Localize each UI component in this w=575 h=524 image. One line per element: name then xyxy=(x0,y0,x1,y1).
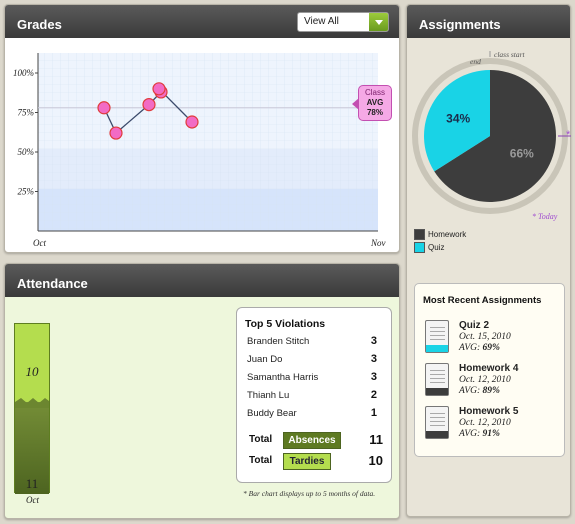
document-icon xyxy=(425,363,449,396)
tardies-bar-segment xyxy=(15,324,49,402)
assignment-avg-label: AVG: xyxy=(459,343,481,353)
grades-filter-value: View All xyxy=(304,16,339,27)
assignment-date: Oct. 12, 2010 xyxy=(459,418,511,428)
legend-swatch xyxy=(414,229,425,240)
violations-title: Top 5 Violations xyxy=(245,318,326,330)
legend-item: Homework xyxy=(414,229,534,241)
grades-chart: 100% 75% 50% 25% xyxy=(13,53,378,232)
bar-top-value: 10 xyxy=(25,364,39,379)
grades-header: Grades View All xyxy=(5,5,399,38)
recent-assignment-item[interactable]: Quiz 2 Oct. 15, 2010 AVG: 69% xyxy=(425,320,560,360)
y-tick-label: 75% xyxy=(18,108,35,118)
class-avg-value: 78% xyxy=(366,108,383,117)
assignments-title: Assignments xyxy=(419,17,501,32)
violations-box: Top 5 Violations Branden Stitch 3 Juan Do 3… xyxy=(236,307,392,483)
recent-assignment-item[interactable]: Homework 5 Oct. 12, 2010 AVG: 91% xyxy=(425,406,560,446)
legend-swatch xyxy=(414,242,425,253)
attendance-header: Attendance xyxy=(5,264,399,297)
homework-slice[interactable] xyxy=(434,70,556,203)
class-avg-line1: Class xyxy=(364,88,385,97)
recent-assignment-item[interactable]: Homework 4 Oct. 12, 2010 AVG: 89% xyxy=(425,363,560,403)
tardies-tag: Tardies xyxy=(283,453,331,470)
assignment-avg: AVG: 69% xyxy=(459,343,500,353)
violation-count: 2 xyxy=(370,389,377,401)
grade-point[interactable] xyxy=(109,126,123,140)
bar-bottom-value: 11 xyxy=(25,476,39,491)
document-icon xyxy=(425,406,449,439)
x-label-start: Oct xyxy=(33,238,46,248)
bar-month-label: Oct xyxy=(26,495,39,505)
violation-name: Thianh Lu xyxy=(247,390,290,401)
chevron-down-icon[interactable] xyxy=(369,13,388,31)
attendance-title: Attendance xyxy=(17,276,88,291)
grade-point[interactable] xyxy=(152,82,166,96)
legend-label: Homework xyxy=(428,230,467,239)
assignment-avg-value: 91% xyxy=(482,429,500,439)
assignment-avg-value: 69% xyxy=(482,343,500,353)
assignment-avg: AVG: 91% xyxy=(459,429,500,439)
assignment-title: Homework 5 xyxy=(459,406,519,417)
class-avg-badge: Class AVG 78% xyxy=(352,85,392,121)
y-tick-label: 100% xyxy=(13,68,34,78)
legend-label: Quiz xyxy=(428,243,445,252)
attendance-bar[interactable]: 10 11 xyxy=(14,323,50,494)
bar-zigzag xyxy=(15,398,49,408)
absences-bar-segment xyxy=(15,402,49,494)
grade-point[interactable] xyxy=(97,101,111,115)
homework-slice-label: 66% xyxy=(510,146,534,160)
today-marker-icon: * xyxy=(566,129,571,141)
y-tick-label: 50% xyxy=(18,147,35,157)
violation-count: 1 xyxy=(370,407,377,419)
assignment-avg-label: AVG: xyxy=(459,429,481,439)
assignment-date: Oct. 15, 2010 xyxy=(459,332,511,342)
grade-point[interactable] xyxy=(142,97,156,112)
total-label: Total xyxy=(249,434,273,445)
violation-name: Juan Do xyxy=(247,354,283,365)
violation-name: Samantha Harris xyxy=(247,372,319,383)
chart-grid xyxy=(38,53,378,231)
assignment-date: Oct. 12, 2010 xyxy=(459,375,511,385)
quiz-slice[interactable] xyxy=(424,70,490,172)
assignments-pie-chart: 66% 34% xyxy=(412,51,571,214)
assignment-avg: AVG: 89% xyxy=(459,386,500,396)
assignment-title: Quiz 2 xyxy=(459,320,490,331)
violation-count: 3 xyxy=(370,353,377,365)
violation-name: Branden Stitch xyxy=(247,336,310,347)
today-note: * Today xyxy=(532,212,558,221)
absences-tag: Absences xyxy=(283,432,341,449)
total-value: 10 xyxy=(368,453,383,468)
assignment-avg-value: 89% xyxy=(482,386,500,396)
total-value: 11 xyxy=(369,432,383,447)
recent-title: Most Recent Assignments xyxy=(423,295,542,306)
class-avg-line2: AVG xyxy=(366,98,384,107)
assignment-title: Homework 4 xyxy=(459,363,519,374)
total-label: Total xyxy=(249,455,273,466)
document-icon xyxy=(425,320,449,353)
quiz-slice-label: 34% xyxy=(446,112,470,126)
x-label-end: Nov xyxy=(371,238,386,248)
attendance-footnote: * Bar chart displays up to 5 months of d… xyxy=(243,489,376,498)
assignment-avg-label: AVG: xyxy=(459,386,481,396)
violation-count: 3 xyxy=(370,335,377,347)
violation-count: 3 xyxy=(370,371,377,383)
grades-filter-select[interactable]: View All xyxy=(297,12,389,32)
assignments-header: Assignments xyxy=(407,5,570,38)
pie-label-start: class start xyxy=(494,50,525,59)
y-tick-label: 25% xyxy=(18,187,35,197)
legend-item: Quiz xyxy=(414,242,534,254)
recent-assignments-box: Most Recent Assignments Quiz 2 Oct. 15, 2… xyxy=(414,283,565,457)
pie-label-end: end xyxy=(470,57,481,66)
grade-point[interactable] xyxy=(185,115,199,129)
grades-title: Grades xyxy=(17,17,62,32)
violation-name: Buddy Bear xyxy=(247,408,297,419)
